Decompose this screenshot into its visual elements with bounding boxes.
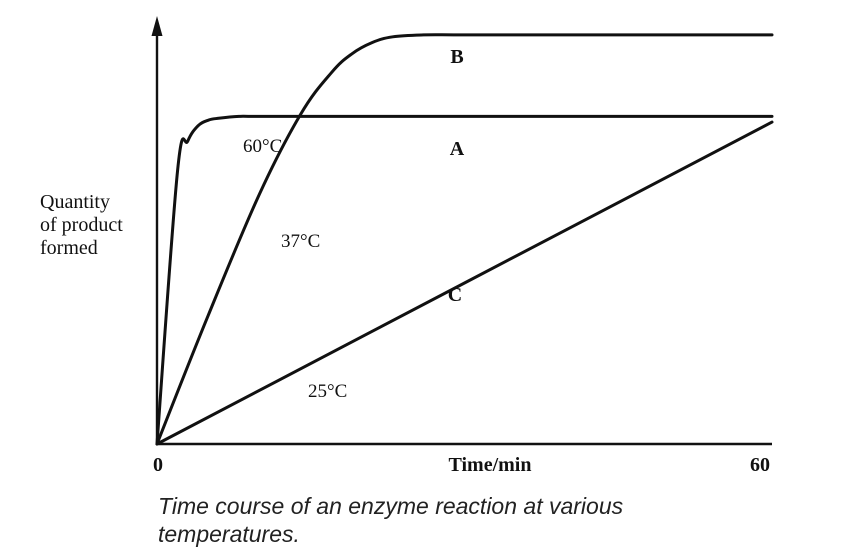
- series-label-a: 60°C: [243, 136, 282, 157]
- caption-line-1: Time course of an enzyme reaction at var…: [158, 493, 624, 519]
- y-axis-label-line-1: Quantity: [40, 191, 110, 213]
- chart-svg: Quantity of product formed 0 60 Time/min…: [40, 16, 774, 476]
- series-name-b: B: [450, 46, 463, 68]
- series-name-a: A: [450, 138, 465, 160]
- series-line-a: [155, 114, 774, 446]
- caption-line-2: temperatures.: [158, 521, 300, 547]
- x-tick-label-0: 0: [153, 454, 163, 476]
- x-axis-label: Time/min: [449, 454, 532, 476]
- series-label-b: 37°C: [281, 231, 320, 252]
- series-line-b: [155, 33, 774, 446]
- series-line-c: [155, 120, 774, 446]
- series-name-c: C: [448, 284, 462, 306]
- figure-caption: Time course of an enzyme reaction at var…: [158, 492, 758, 548]
- y-axis-label-line-3: formed: [40, 237, 98, 259]
- y-axis-label-line-2: of product: [40, 214, 123, 236]
- x-tick-label-60: 60: [750, 454, 770, 476]
- series-label-c: 25°C: [308, 381, 347, 402]
- y-axis-arrow-icon: [151, 16, 163, 36]
